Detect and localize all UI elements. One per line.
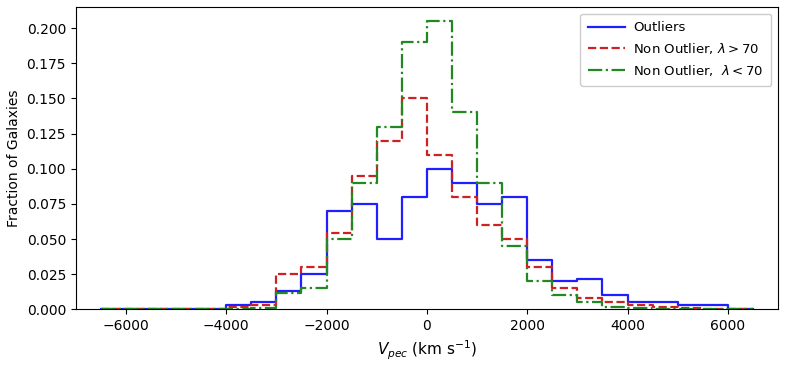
- Non Outlier, $\lambda > 70$: [498, 237, 507, 241]
- Non Outlier,  $\lambda < 70$: [96, 307, 105, 312]
- Non Outlier,  $\lambda < 70$: [473, 110, 482, 115]
- Non Outlier,  $\lambda < 70$: [422, 19, 432, 23]
- X-axis label: $V_{pec}$ (km s$^{-1}$): $V_{pec}$ (km s$^{-1}$): [377, 339, 477, 362]
- Non Outlier,  $\lambda < 70$: [748, 307, 758, 312]
- Outliers: [473, 180, 482, 185]
- Outliers: [548, 279, 557, 283]
- Non Outlier,  $\lambda < 70$: [347, 237, 356, 241]
- Y-axis label: Fraction of Galaxies: Fraction of Galaxies: [7, 89, 21, 227]
- Non Outlier, $\lambda > 70$: [473, 195, 482, 199]
- Outliers: [196, 307, 206, 312]
- Outliers: [422, 166, 432, 171]
- Non Outlier, $\lambda > 70$: [548, 286, 557, 290]
- Non Outlier, $\lambda > 70$: [196, 307, 206, 312]
- Non Outlier, $\lambda > 70$: [96, 307, 105, 312]
- Non Outlier,  $\lambda < 70$: [498, 244, 507, 248]
- Line: Non Outlier,  $\lambda < 70$: Non Outlier, $\lambda < 70$: [100, 21, 753, 310]
- Line: Non Outlier, $\lambda > 70$: Non Outlier, $\lambda > 70$: [100, 99, 753, 310]
- Non Outlier, $\lambda > 70$: [498, 223, 507, 227]
- Outliers: [96, 307, 105, 312]
- Non Outlier, $\lambda > 70$: [397, 96, 407, 101]
- Non Outlier,  $\lambda < 70$: [196, 307, 206, 312]
- Outliers: [748, 307, 758, 312]
- Non Outlier,  $\lambda < 70$: [498, 180, 507, 185]
- Outliers: [498, 195, 507, 199]
- Non Outlier, $\lambda > 70$: [748, 307, 758, 312]
- Outliers: [347, 209, 356, 213]
- Non Outlier,  $\lambda < 70$: [548, 293, 557, 298]
- Non Outlier, $\lambda > 70$: [347, 231, 356, 236]
- Legend: Outliers, Non Outlier, $\lambda > 70$, Non Outlier,  $\lambda < 70$: Outliers, Non Outlier, $\lambda > 70$, N…: [580, 14, 772, 86]
- Line: Outliers: Outliers: [100, 169, 753, 310]
- Outliers: [498, 202, 507, 206]
